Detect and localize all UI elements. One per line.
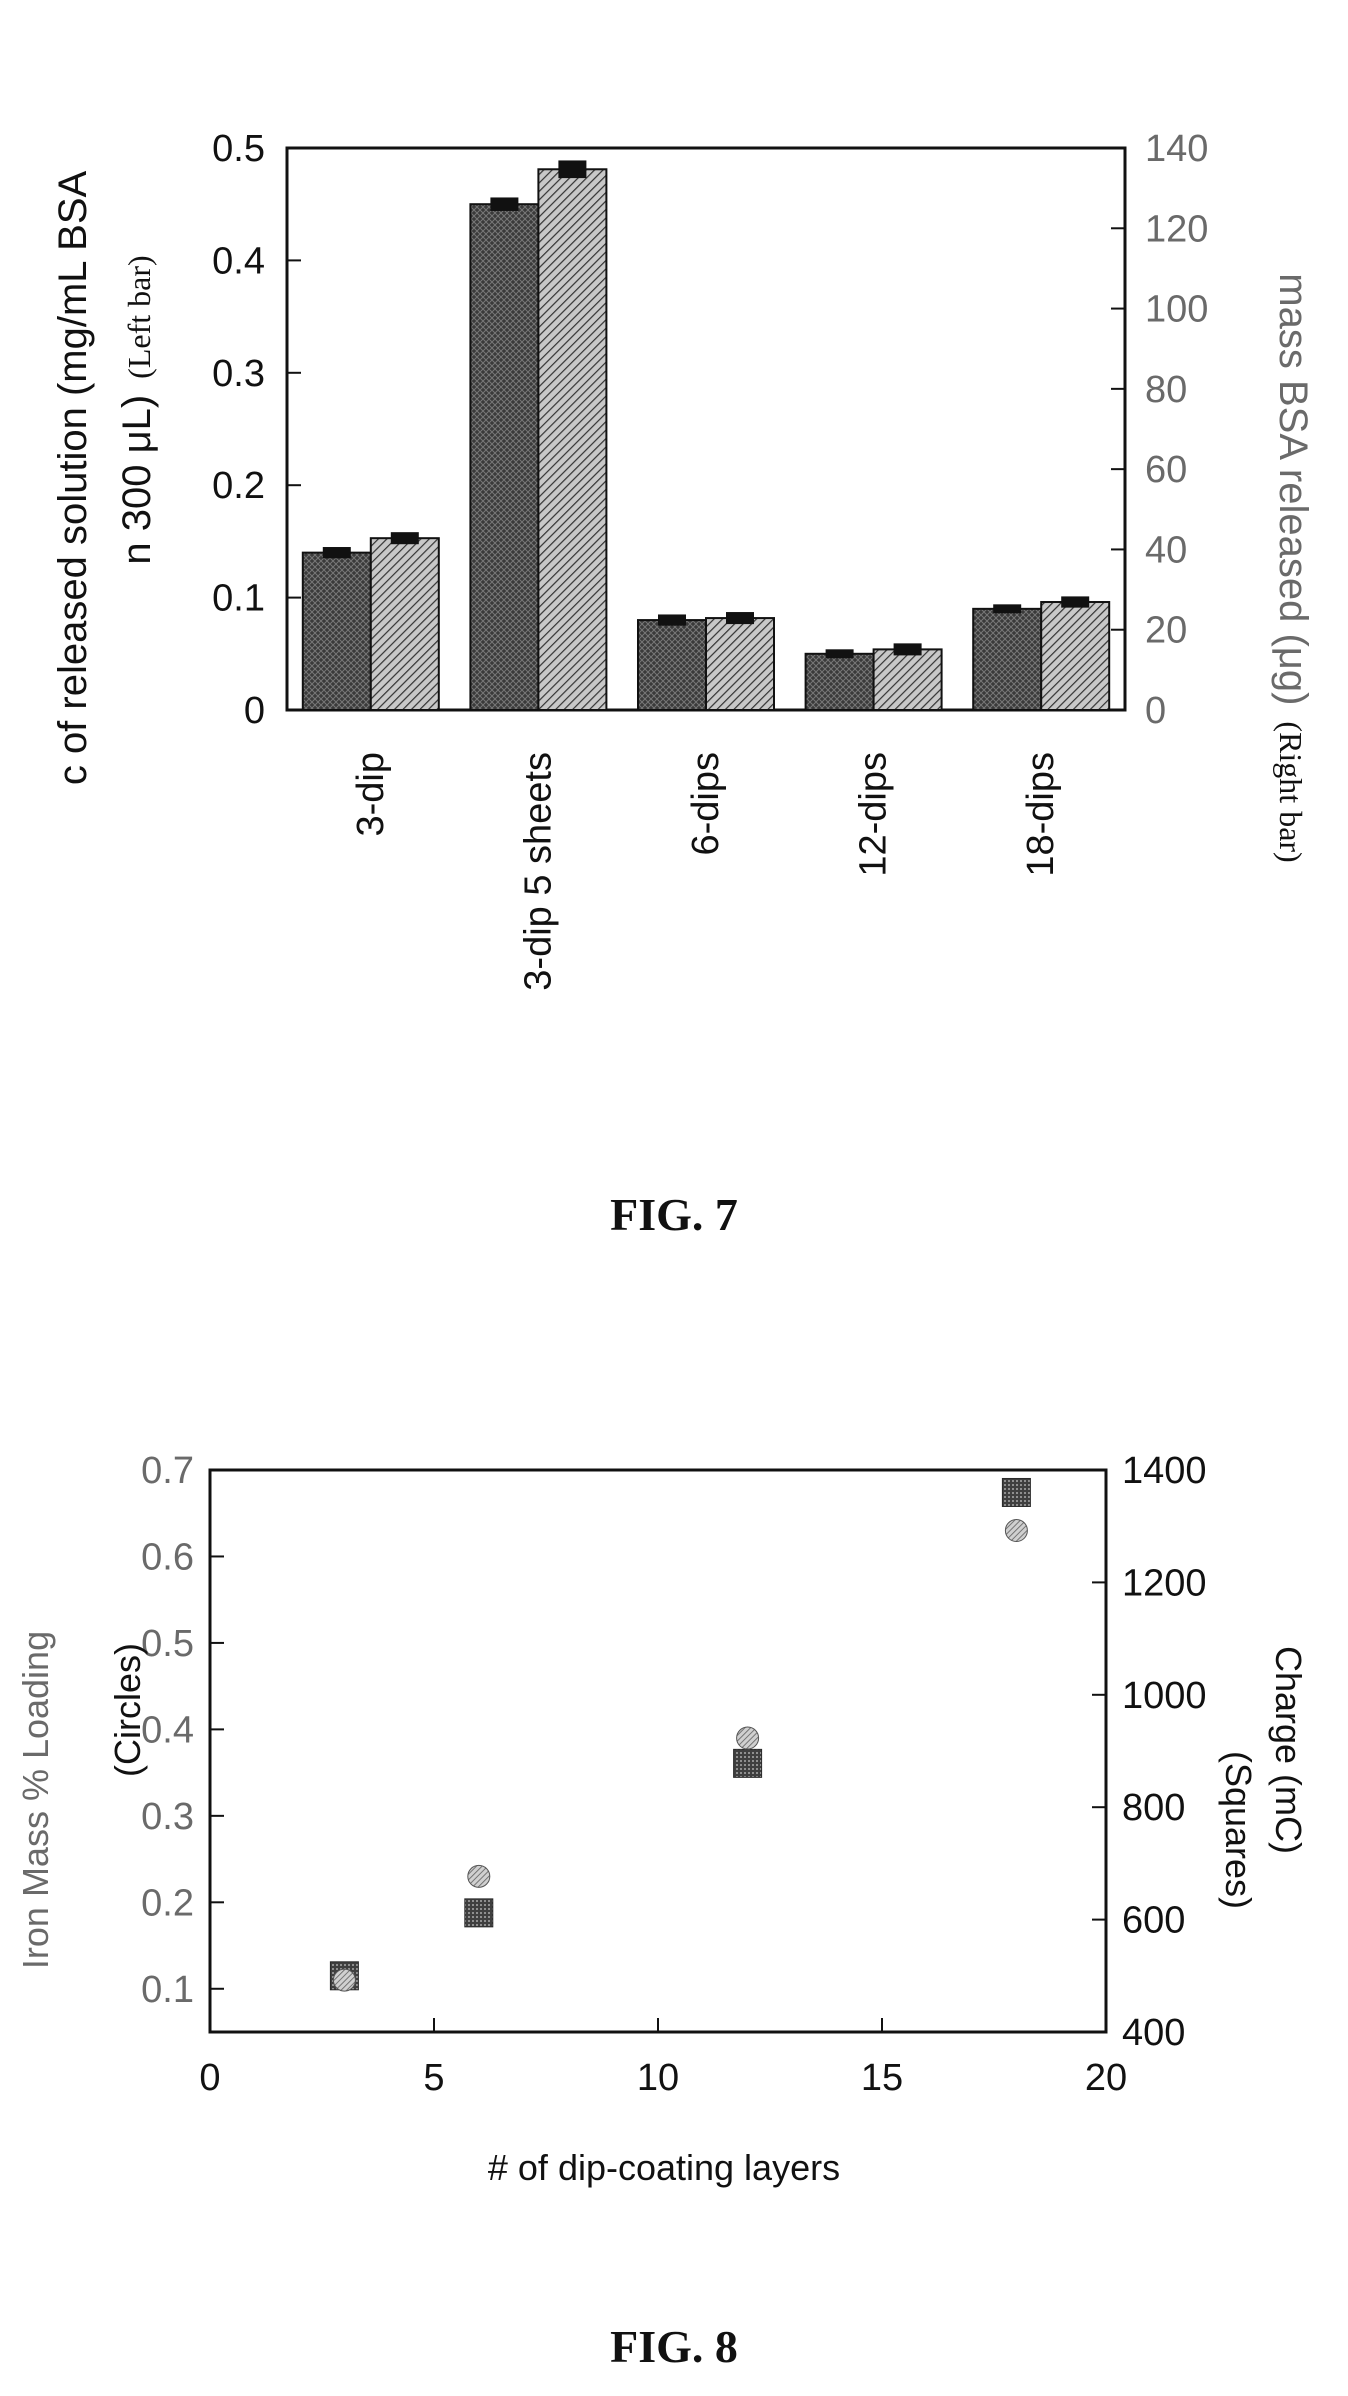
fig7-left-error-bar — [658, 614, 686, 626]
fig7-right-ylabel: mass BSA released (μg) (Right bar) — [1271, 273, 1315, 862]
fig8-square-point — [464, 1898, 494, 1928]
fig8-x-tick-label: 0 — [199, 2057, 220, 2099]
fig8-x-tick-label: 20 — [1085, 2057, 1127, 2099]
fig7-left-axis: 0 0.1 0.2 0.3 0.4 0.5 — [212, 128, 301, 732]
fig8-left-tick-label: 0.6 — [141, 1536, 194, 1578]
fig7-left-error-bar — [490, 197, 519, 211]
fig8-right-tick-label: 1400 — [1122, 1450, 1207, 1492]
fig7-left-bar — [972, 607, 1043, 712]
fig8-circle-point — [736, 1726, 760, 1750]
fig7-left-bar — [469, 203, 540, 711]
fig8-x-tick-label: 5 — [423, 2057, 444, 2099]
fig7-left-ylabel-note: (Left bar) — [121, 255, 157, 378]
fig7-left-error-bar — [993, 604, 1022, 614]
fig7-category-labels: 3-dip 3-dip 5 sheets 6-dips 12-dips 18-dips — [350, 752, 1062, 991]
fig7-left-tick-label: 0.4 — [212, 240, 265, 282]
fig8-left-tick-label: 0.7 — [141, 1450, 194, 1492]
fig8-left-tick-label: 0.4 — [141, 1709, 194, 1751]
fig7-left-tick-label: 0 — [244, 690, 265, 732]
fig8-right-tick-label: 600 — [1122, 1900, 1185, 1942]
fig7-right-tick-label: 80 — [1145, 369, 1187, 411]
fig7-right-ylabel-note: (Right bar) — [1273, 721, 1309, 862]
fig7-category-label: 12-dips — [853, 752, 895, 877]
fig7-bar-chart: 0 0.1 0.2 0.3 0.4 0.5 0 20 40 60 80 100 120 140 3-di… — [51, 128, 1315, 1240]
fig8-left-tick-label: 0.5 — [141, 1623, 194, 1665]
fig8-square-point — [1001, 1477, 1031, 1507]
fig7-right-tick-label: 20 — [1145, 610, 1187, 652]
fig8-right-tick-label: 1000 — [1122, 1675, 1207, 1717]
fig8-plot-frame — [208, 1468, 1108, 2034]
fig8-left-ylabel-note: (Circles) — [107, 1643, 148, 1777]
fig7-left-tick-label: 0.5 — [212, 128, 265, 170]
fig7-left-ylabel-line1: c of released solution (mg/mL BSA — [51, 171, 95, 786]
fig7-left-tick-label: 0.2 — [212, 465, 265, 507]
fig7-left-bar — [637, 619, 707, 712]
fig8-points — [329, 1477, 1031, 1992]
fig8-xlabel: # of dip-coating layers — [488, 2147, 840, 2188]
fig7-right-tick-label: 140 — [1145, 128, 1208, 170]
fig8-right-ylabel-note: (Squares) — [1218, 1751, 1259, 1909]
fig8-right-axis: 400 600 800 1000 1200 1400 — [1092, 1450, 1207, 2054]
fig7-left-ylabel-line2: n 300 μL) (Left bar) — [115, 255, 159, 564]
fig7-left-bar — [804, 652, 875, 711]
fig8-right-tick-label: 400 — [1122, 2012, 1185, 2054]
fig8-circle-point — [332, 1968, 356, 1992]
fig7-right-tick-label: 40 — [1145, 529, 1187, 571]
fig7-bars — [301, 160, 1111, 712]
fig7-right-error-bar — [558, 160, 587, 179]
fig8-right-tick-label: 800 — [1122, 1787, 1185, 1829]
fig8-square-point — [733, 1748, 763, 1778]
fig7-right-error-bar — [893, 643, 922, 656]
fig7-left-tick-label: 0.1 — [212, 578, 265, 620]
fig7-right-tick-label: 100 — [1145, 289, 1208, 331]
fig8-figure-label: FIG. 8 — [610, 2321, 738, 2372]
fig7-right-tick-label: 120 — [1145, 208, 1208, 250]
fig7-right-error-bar — [390, 532, 419, 545]
fig7-figure-label: FIG. 7 — [610, 1189, 738, 1240]
fig8-left-ylabel: Iron Mass % Loading — [15, 1631, 56, 1969]
fig7-right-tick-label: 60 — [1145, 449, 1187, 491]
fig7-left-ylabel-line2-text: n 300 μL) — [115, 395, 159, 565]
fig7-category-label: 6-dips — [685, 752, 727, 856]
fig7-left-tick-label: 0.3 — [212, 353, 265, 395]
fig7-right-tick-label: 0 — [1145, 690, 1166, 732]
fig7-right-bar — [1040, 601, 1111, 711]
fig7-right-bar — [369, 537, 440, 712]
fig7-category-label: 3-dip 5 sheets — [517, 752, 559, 991]
fig8-left-tick-label: 0.2 — [141, 1882, 194, 1924]
fig7-right-ylabel-text: mass BSA released (μg) — [1271, 273, 1315, 705]
fig8-left-tick-label: 0.1 — [141, 1969, 194, 2011]
fig7-left-bar — [301, 551, 372, 712]
fig8-left-axis: 0.1 0.2 0.3 0.4 0.5 0.6 0.7 — [141, 1450, 224, 2011]
fig7-category-label: 18-dips — [1020, 752, 1062, 877]
fig7-right-bar — [872, 648, 943, 711]
fig8-x-tick-label: 15 — [861, 2057, 903, 2099]
fig8-scatter-chart: 0 5 10 15 20 0.1 0.2 0.3 0.4 0.5 0.6 0.7 400 600 800… — [15, 1450, 1309, 2372]
fig7-left-error-bar — [825, 649, 854, 659]
fig8-circle-point — [1004, 1519, 1028, 1543]
fig7-category-label: 3-dip — [350, 752, 392, 837]
fig8-x-axis: 0 5 10 15 20 — [199, 2018, 1127, 2099]
fig8-x-tick-label: 10 — [637, 2057, 679, 2099]
fig8-circle-point — [467, 1864, 491, 1888]
fig8-left-tick-label: 0.3 — [141, 1796, 194, 1838]
fig7-left-error-bar — [322, 547, 351, 559]
fig7-right-bar — [705, 617, 775, 712]
fig7-right-error-bar — [726, 612, 754, 625]
fig7-right-axis: 0 20 40 60 80 100 120 140 — [1111, 128, 1208, 732]
fig8-right-tick-label: 1200 — [1122, 1562, 1207, 1604]
fig7-right-bar — [537, 168, 608, 712]
fig8-right-ylabel: Charge (mC) — [1268, 1646, 1309, 1854]
fig7-right-error-bar — [1061, 596, 1090, 608]
